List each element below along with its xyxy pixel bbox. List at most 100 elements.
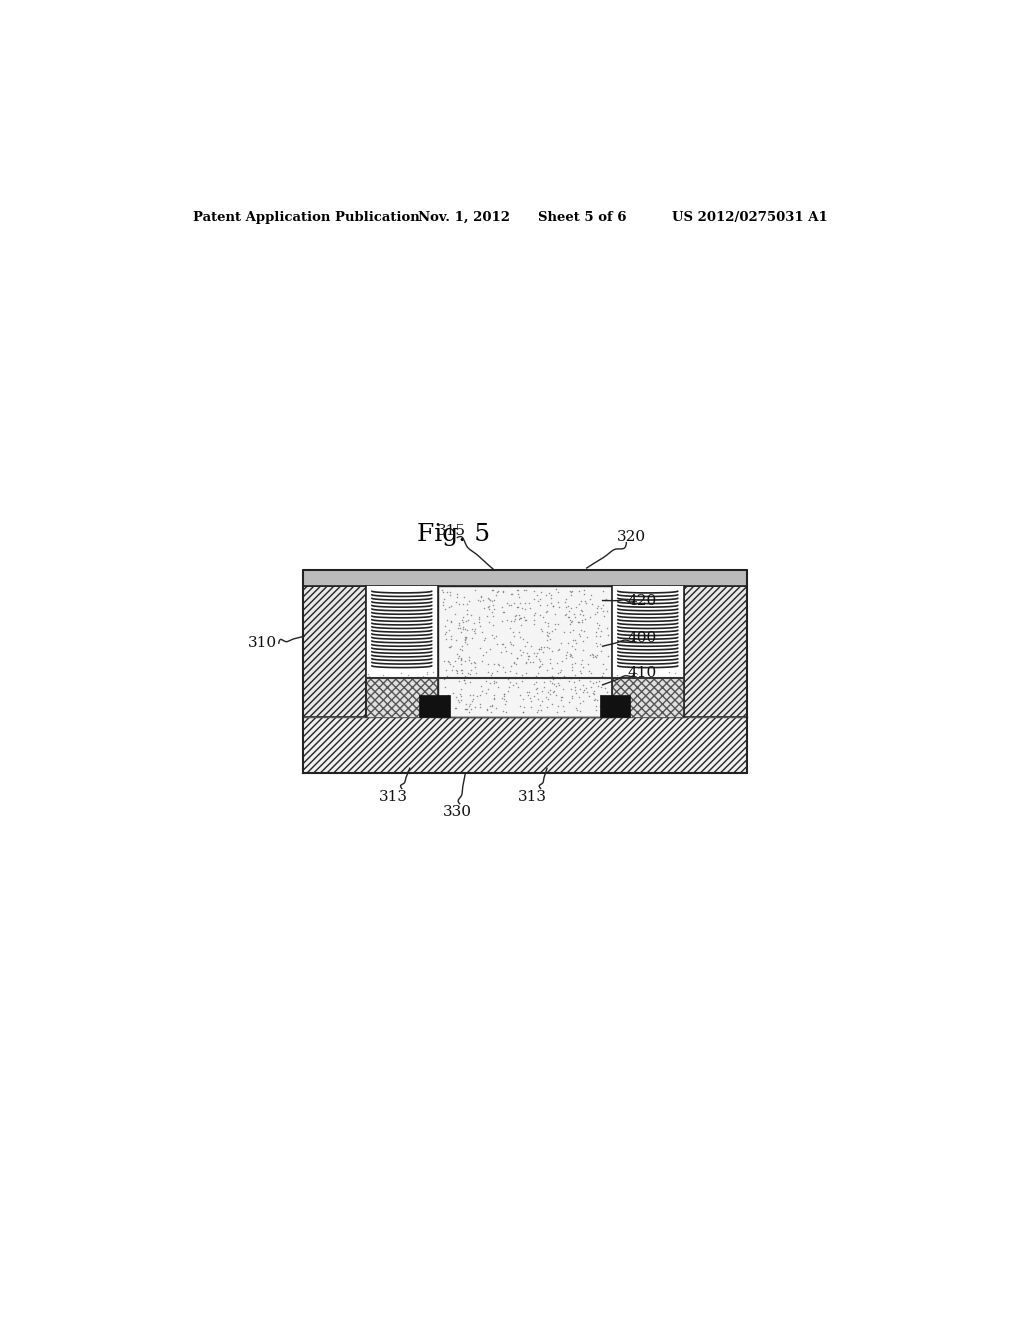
Point	[591, 671, 607, 692]
Point	[493, 642, 509, 663]
Point	[477, 671, 494, 692]
Point	[385, 672, 401, 693]
Point	[452, 682, 468, 704]
Point	[550, 582, 566, 603]
Point	[485, 606, 502, 627]
Point	[525, 673, 542, 694]
Point	[507, 609, 523, 630]
Point	[472, 638, 488, 659]
Point	[549, 591, 565, 612]
Point	[500, 668, 516, 689]
Point	[441, 653, 458, 675]
Point	[530, 700, 547, 721]
Point	[527, 645, 544, 667]
Point	[506, 611, 522, 632]
Point	[553, 660, 569, 681]
Point	[581, 686, 597, 708]
Point	[526, 605, 543, 626]
Point	[545, 595, 561, 616]
Point	[538, 602, 554, 623]
Point	[549, 701, 565, 722]
Point	[653, 672, 670, 693]
Point	[464, 619, 480, 640]
Point	[566, 603, 583, 624]
Point	[582, 671, 598, 692]
Point	[590, 675, 606, 696]
Point	[497, 661, 513, 682]
Point	[556, 591, 572, 612]
Point	[598, 589, 614, 610]
Point	[508, 673, 524, 694]
Point	[371, 667, 387, 688]
Point	[546, 673, 562, 694]
Point	[392, 684, 409, 705]
Point	[575, 605, 592, 626]
Point	[467, 652, 483, 673]
Point	[472, 696, 488, 717]
Point	[550, 663, 566, 684]
Point	[584, 594, 600, 615]
Point	[597, 677, 613, 698]
Point	[525, 589, 542, 610]
Point	[606, 668, 623, 689]
Point	[454, 648, 470, 669]
Point	[663, 693, 679, 714]
Point	[531, 605, 548, 626]
Point	[465, 685, 481, 706]
Point	[510, 579, 526, 601]
Point	[454, 649, 470, 671]
Point	[442, 611, 459, 632]
Point	[572, 626, 589, 647]
Bar	[303, 586, 367, 718]
Point	[500, 680, 516, 701]
Point	[368, 704, 384, 725]
Point	[377, 671, 393, 692]
Point	[440, 689, 457, 710]
Point	[543, 591, 559, 612]
Point	[517, 598, 534, 619]
Point	[563, 667, 580, 688]
Point	[486, 627, 503, 648]
Point	[411, 686, 427, 708]
Point	[453, 622, 469, 643]
Point	[544, 693, 560, 714]
Point	[498, 701, 514, 722]
Point	[580, 627, 596, 648]
Point	[513, 598, 529, 619]
Point	[374, 700, 390, 721]
Point	[594, 665, 610, 686]
Point	[454, 610, 470, 631]
Point	[540, 615, 556, 636]
Point	[571, 686, 588, 708]
Point	[480, 595, 497, 616]
Point	[466, 651, 482, 672]
Point	[563, 686, 580, 708]
Point	[425, 661, 441, 682]
Point	[563, 582, 580, 603]
Point	[563, 611, 580, 632]
Point	[552, 661, 568, 682]
Point	[515, 688, 531, 709]
Point	[427, 700, 443, 721]
Point	[501, 677, 517, 698]
Point	[476, 630, 493, 651]
Point	[536, 606, 552, 627]
Point	[535, 690, 551, 711]
Point	[434, 591, 451, 612]
Point	[530, 639, 547, 660]
Point	[502, 672, 518, 693]
Point	[451, 594, 467, 615]
Point	[486, 598, 503, 619]
Point	[447, 591, 464, 612]
Point	[390, 702, 407, 723]
Point	[368, 689, 384, 710]
Point	[451, 618, 467, 639]
Point	[566, 607, 583, 628]
Point	[588, 626, 604, 647]
Point	[551, 639, 567, 660]
Point	[531, 648, 548, 669]
Point	[503, 610, 519, 631]
Point	[588, 622, 604, 643]
Point	[589, 598, 605, 619]
Point	[551, 675, 567, 696]
